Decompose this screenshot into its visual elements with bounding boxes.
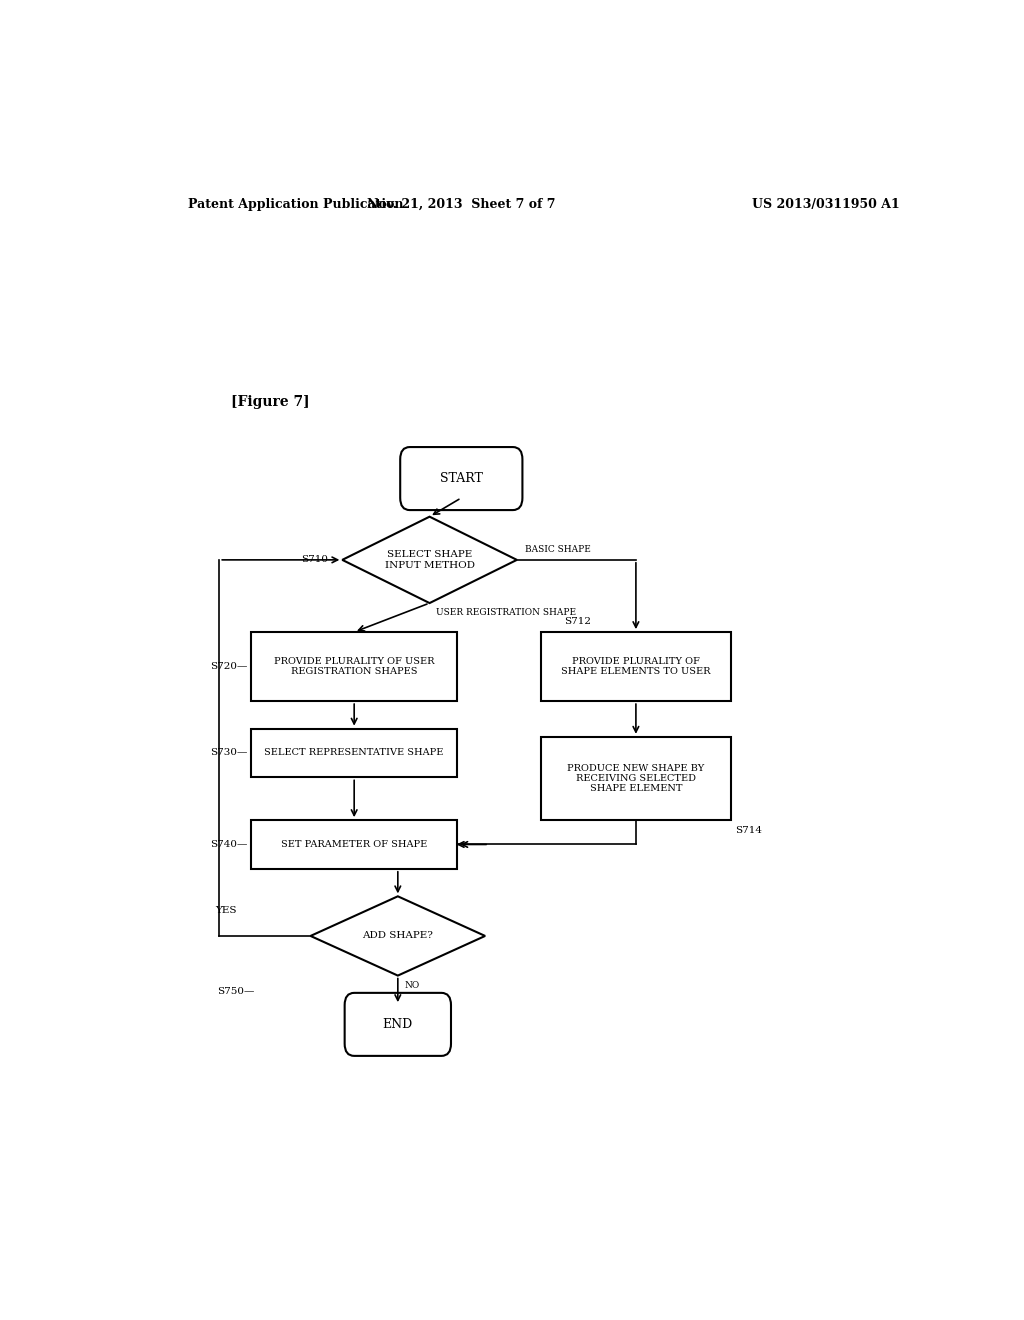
FancyBboxPatch shape: [345, 993, 451, 1056]
Text: YES: YES: [215, 906, 237, 915]
Bar: [251, 729, 458, 777]
Text: PROVIDE PLURALITY OF
SHAPE ELEMENTS TO USER: PROVIDE PLURALITY OF SHAPE ELEMENTS TO U…: [561, 657, 711, 676]
Text: PRODUCE NEW SHAPE BY
RECEIVING SELECTED
SHAPE ELEMENT: PRODUCE NEW SHAPE BY RECEIVING SELECTED …: [567, 763, 705, 793]
Text: SELECT REPRESENTATIVE SHAPE: SELECT REPRESENTATIVE SHAPE: [264, 748, 443, 758]
Text: S740—: S740—: [210, 840, 247, 849]
Text: START: START: [440, 473, 482, 484]
Polygon shape: [310, 896, 485, 975]
Text: S710—: S710—: [301, 556, 338, 565]
Polygon shape: [342, 516, 517, 603]
Text: Patent Application Publication: Patent Application Publication: [187, 198, 403, 211]
Text: Nov. 21, 2013  Sheet 7 of 7: Nov. 21, 2013 Sheet 7 of 7: [367, 198, 556, 211]
FancyBboxPatch shape: [400, 447, 522, 510]
Text: BASIC SHAPE: BASIC SHAPE: [524, 545, 591, 554]
Text: ADD SHAPE?: ADD SHAPE?: [362, 932, 433, 940]
Text: S714: S714: [735, 826, 762, 834]
Bar: [541, 632, 731, 701]
Text: US 2013/0311950 A1: US 2013/0311950 A1: [753, 198, 900, 211]
Text: SET PARAMETER OF SHAPE: SET PARAMETER OF SHAPE: [281, 840, 427, 849]
Text: S712: S712: [564, 618, 592, 627]
Text: S750—: S750—: [218, 987, 255, 997]
Text: S720—: S720—: [210, 663, 247, 671]
Text: USER REGISTRATION SHAPE: USER REGISTRATION SHAPE: [436, 609, 577, 616]
Text: SELECT SHAPE
INPUT METHOD: SELECT SHAPE INPUT METHOD: [385, 550, 474, 569]
Bar: [251, 820, 458, 869]
Text: NO: NO: [404, 981, 420, 990]
Bar: [541, 737, 731, 820]
Text: PROVIDE PLURALITY OF USER
REGISTRATION SHAPES: PROVIDE PLURALITY OF USER REGISTRATION S…: [274, 657, 434, 676]
Text: END: END: [383, 1018, 413, 1031]
Text: S730—: S730—: [210, 748, 247, 758]
Bar: [251, 632, 458, 701]
Text: [Figure 7]: [Figure 7]: [231, 395, 310, 409]
